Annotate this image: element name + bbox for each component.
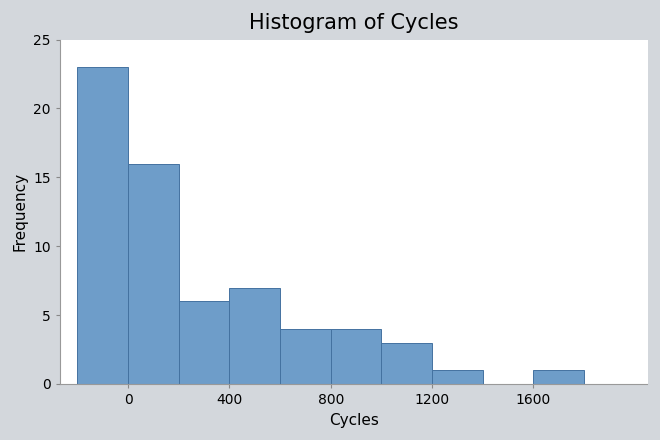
Bar	[432, 370, 483, 384]
Bar	[381, 343, 432, 384]
Bar	[128, 164, 179, 384]
Bar	[179, 301, 230, 384]
Bar	[77, 67, 128, 384]
Bar	[331, 329, 381, 384]
Bar	[533, 370, 584, 384]
Bar	[230, 287, 280, 384]
X-axis label: Cycles: Cycles	[329, 413, 379, 428]
Y-axis label: Frequency: Frequency	[13, 172, 28, 251]
Bar	[280, 329, 331, 384]
Title: Histogram of Cycles: Histogram of Cycles	[249, 12, 458, 33]
